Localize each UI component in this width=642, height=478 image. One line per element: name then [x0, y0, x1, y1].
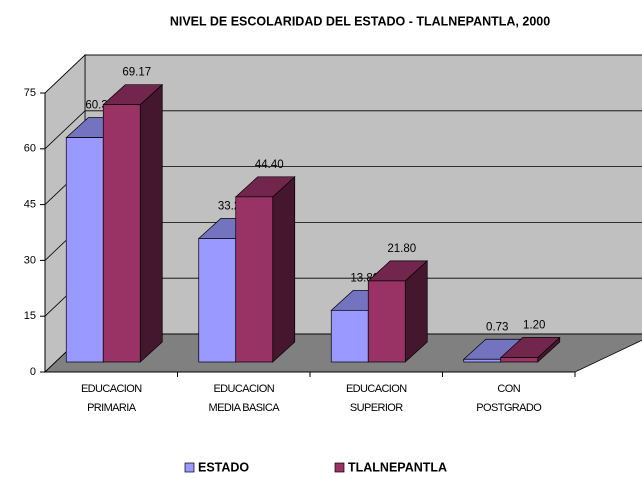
y-tick-label: 0 [30, 366, 36, 378]
legend-label: ESTADO [198, 460, 249, 474]
x-tick-label: EDUCACION MEDIA BASICA [208, 383, 280, 414]
value-label: 1.20 [523, 320, 545, 332]
y-tick-label: 45 [24, 199, 36, 211]
bar-side [139, 83, 163, 363]
legend-swatch [184, 462, 195, 473]
y-tick-label: 15 [24, 310, 36, 322]
chart-title: NIVEL DE ESCOLARIDAD DEL ESTADO - TLALNE… [170, 14, 550, 28]
x-tick-label: CON POSTGRADO [476, 383, 542, 414]
bar [198, 238, 237, 363]
legend-label: TLALNEPANTLA [348, 460, 447, 474]
x-tick-label: EDUCACION PRIMARIA [80, 383, 142, 414]
grid-line [44, 54, 86, 94]
bar [102, 104, 141, 363]
bar [235, 196, 274, 363]
grid-line [44, 110, 86, 150]
value-label: 69.17 [122, 67, 151, 79]
value-label: 21.80 [387, 243, 416, 255]
bar [65, 137, 104, 363]
y-tick-label: 60 [24, 143, 36, 155]
bar [367, 280, 406, 363]
bar [463, 358, 502, 363]
y-tick-label: 30 [24, 254, 36, 266]
legend-swatch [334, 462, 345, 473]
y-tick-label: 75 [24, 87, 36, 99]
bar [330, 309, 369, 363]
bar-side [272, 176, 296, 363]
bar [500, 357, 539, 363]
value-label: 44.40 [255, 159, 284, 171]
x-tick-label: EDUCACION SUPERIOR [345, 383, 407, 414]
value-label: 0.73 [486, 321, 508, 333]
